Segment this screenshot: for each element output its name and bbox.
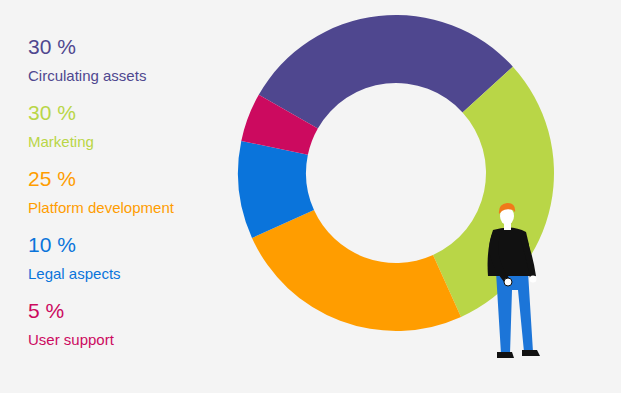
- arm: [520, 232, 536, 278]
- background: [0, 0, 621, 393]
- legend-value: 30 %: [28, 101, 76, 124]
- hand: [504, 278, 512, 286]
- shoe: [522, 350, 540, 356]
- legend-value: 25 %: [28, 167, 76, 190]
- slice: [241, 95, 318, 155]
- legend-value: 10 %: [28, 233, 76, 256]
- slice: [252, 210, 461, 331]
- legend-value: 30 %: [28, 35, 76, 58]
- legend-label: Marketing: [28, 133, 94, 150]
- legend-label: Platform development: [28, 199, 175, 216]
- slice: [433, 67, 554, 317]
- arm: [489, 232, 509, 282]
- chart: 30 % Circulating assets 30 % Marketing 25 % P…: [0, 0, 621, 393]
- legend-label: User support: [28, 331, 115, 348]
- hair: [499, 203, 515, 214]
- shoe: [497, 352, 514, 358]
- hand: [530, 276, 537, 283]
- slice: [238, 141, 314, 238]
- donut: [238, 15, 554, 331]
- legend: 30 % Circulating assets 30 % Marketing 25 % P…: [28, 35, 175, 348]
- figure: [488, 203, 540, 358]
- legend-label: Circulating assets: [28, 67, 146, 84]
- legend-value: 5 %: [28, 299, 64, 322]
- legs: [496, 272, 533, 354]
- legend-label: Legal aspects: [28, 265, 121, 282]
